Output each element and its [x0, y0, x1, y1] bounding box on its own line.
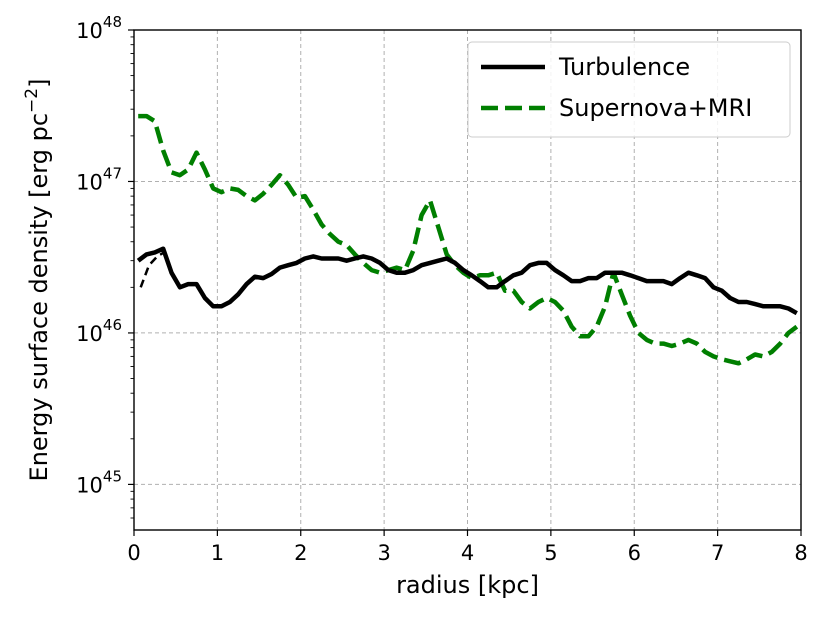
series-lines — [136, 113, 799, 366]
series-line-supernova-mri — [138, 113, 799, 366]
inner-dashed-segment — [139, 251, 165, 288]
y-tick-label: 1048 — [76, 13, 122, 43]
y-axis-label-main: Energy surface density [erg pc — [25, 113, 53, 481]
legend-label-turbulence: Turbulence — [558, 53, 690, 81]
x-tick-label: 2 — [294, 541, 307, 565]
legend: Turbulence Supernova+MRI — [467, 41, 791, 138]
y-axis-label: Energy surface density [erg pc−2] — [22, 79, 53, 482]
y-tick-label: 1046 — [76, 316, 122, 346]
x-tick-label: 3 — [377, 541, 390, 565]
x-tick-label: 4 — [461, 541, 474, 565]
y-tick-label: 1047 — [76, 164, 122, 194]
legend-label-supernova: Supernova+MRI — [559, 94, 752, 122]
x-tick-label: 8 — [794, 541, 807, 565]
y-axis-label-close: ] — [25, 79, 53, 88]
series-line-turbulence — [136, 246, 798, 316]
y-tick-label: 1045 — [76, 467, 122, 497]
x-axis-label: radius [kpc] — [396, 571, 539, 599]
x-tick-label: 6 — [628, 541, 641, 565]
axis-ticks: 0 1 2 3 4 5 6 7 8 1045 1046 1047 1048 — [76, 13, 808, 565]
y-axis-label-superscript: −2 — [22, 88, 42, 113]
legend-box — [467, 41, 791, 138]
x-tick-label: 5 — [544, 541, 557, 565]
x-tick-label: 0 — [127, 541, 140, 565]
x-tick-label: 1 — [211, 541, 224, 565]
x-tick-label: 7 — [711, 541, 724, 565]
grid — [134, 30, 801, 530]
